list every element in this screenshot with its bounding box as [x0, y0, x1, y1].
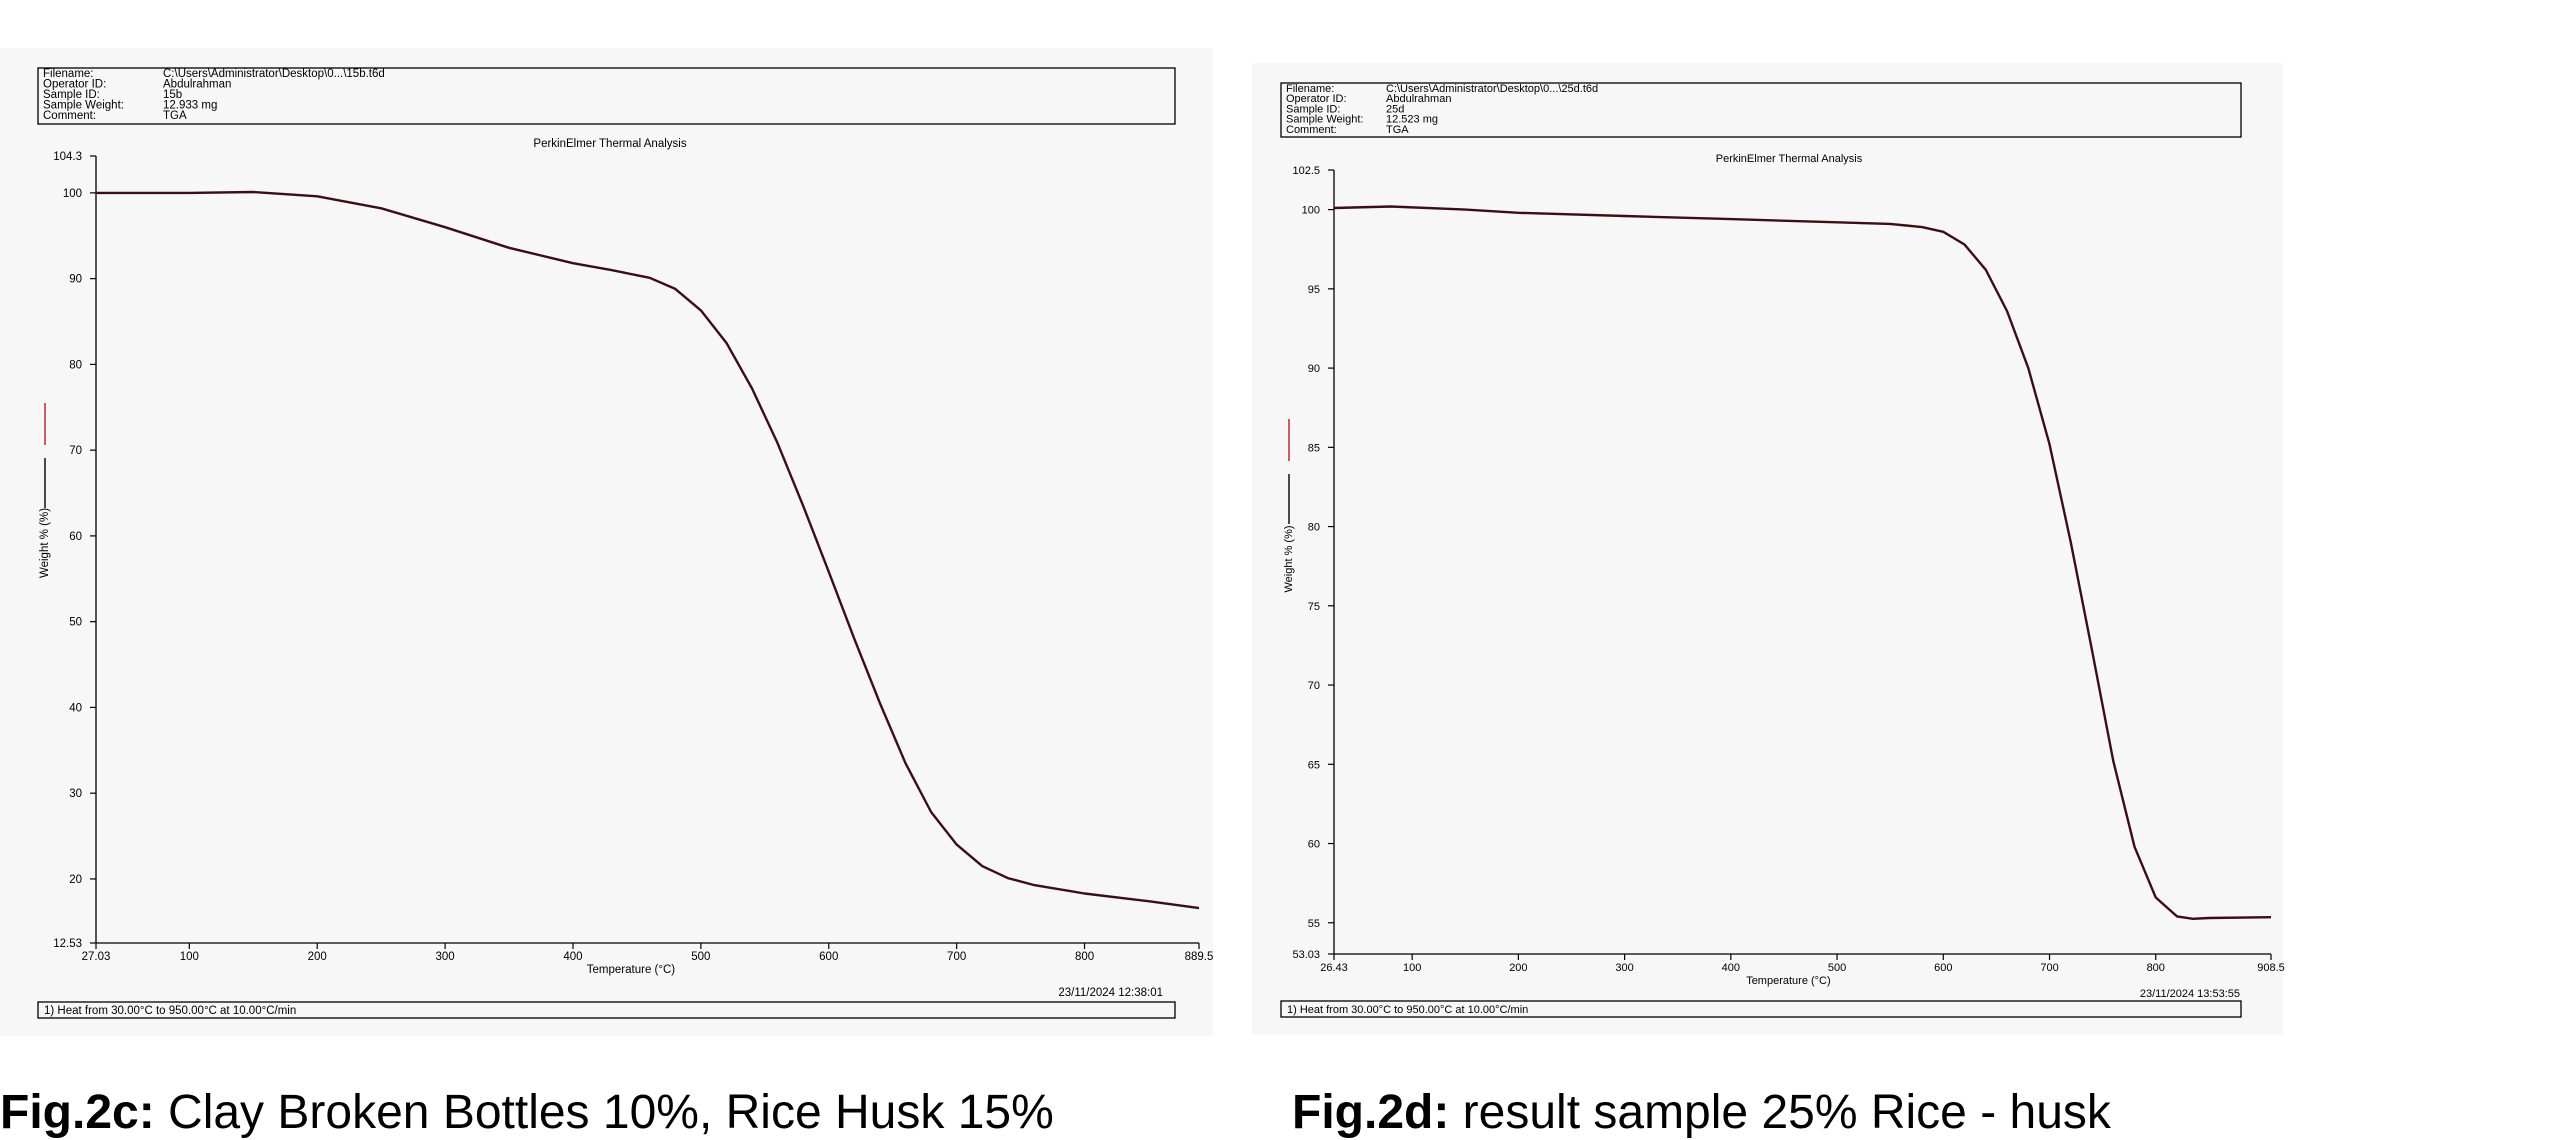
x-axis-label: Temperature (°C) [1746, 975, 1830, 987]
method-box [1280, 1000, 2242, 1018]
info-key: Sample ID: [1286, 103, 1340, 115]
tga-chart-15b: Filename: C:\Users\Administrator\Desktop\… [37, 67, 1214, 1019]
tga-panel-25d: Filename: C:\Users\Administrator\Desktop\… [1252, 63, 2285, 1034]
y-tick-label: 12.53 [53, 938, 82, 950]
method-text: 1) Heat from 30.00°C to 950.00°C at 10.0… [44, 1005, 296, 1017]
timestamp: 23/11/2024 13:53:55 [2140, 988, 2240, 1000]
y-tick-label: 85 [1308, 442, 1320, 454]
y-tick-label: 55 [1308, 918, 1320, 930]
x-tick-label: 300 [436, 951, 455, 963]
caption-label: Fig.2c: [0, 1086, 155, 1139]
info-value: Abdulrahman [163, 79, 231, 91]
y-tick-label: 100 [1302, 205, 1320, 217]
x-tick-label: 300 [1615, 962, 1633, 974]
x-tick-label: 400 [1722, 962, 1740, 974]
y-tick-label: 40 [69, 702, 82, 714]
y-axis-label: Weight % (%) [39, 508, 51, 578]
y-tick-label: 90 [1308, 363, 1320, 375]
info-key: Sample ID: [43, 89, 100, 101]
info-box [37, 67, 1176, 125]
y-tick-label: 90 [69, 274, 82, 286]
y-tick-label: 75 [1308, 601, 1320, 613]
x-tick-label: 600 [819, 951, 838, 963]
x-tick-label: 500 [691, 951, 710, 963]
x-tick-label: 27.03 [82, 951, 111, 963]
info-value: C:\Users\Administrator\Desktop\0...\15b.… [163, 68, 385, 80]
x-tick-label: 200 [308, 951, 327, 963]
info-key: Sample Weight: [43, 100, 124, 112]
info-key: Filename: [1286, 83, 1334, 95]
y-tick-label: 65 [1308, 759, 1320, 771]
y-tick-label: 100 [63, 188, 82, 200]
method-text: 1) Heat from 30.00°C to 950.00°C at 10.0… [1287, 1004, 1528, 1016]
chart-title: PerkinElmer Thermal Analysis [533, 138, 686, 150]
x-axis-label: Temperature (°C) [587, 964, 675, 976]
x-tick-label: 908.5 [2257, 962, 2285, 974]
x-tick-label: 800 [2147, 962, 2165, 974]
x-tick-label: 200 [1509, 962, 1527, 974]
info-value: 25d [1386, 103, 1404, 115]
tga-curve [1333, 205, 2272, 920]
y-tick-label: 80 [1308, 522, 1320, 534]
info-value: TGA [1386, 124, 1409, 136]
y-tick-label: 80 [69, 359, 82, 371]
info-value: 12.523 mg [1386, 114, 1438, 126]
x-tick-label: 700 [947, 951, 966, 963]
info-value: 12.933 mg [163, 100, 217, 112]
x-tick-label: 889.5 [1185, 951, 1214, 963]
chart-title: PerkinElmer Thermal Analysis [1716, 153, 1863, 165]
info-value: Abdulrahman [1386, 93, 1451, 105]
info-value: C:\Users\Administrator\Desktop\0...\25d.… [1386, 83, 1598, 95]
y-tick-label: 95 [1308, 284, 1320, 296]
method-box [37, 1001, 1176, 1019]
info-key: Comment: [43, 110, 96, 122]
figure-caption-2d: Fig.2d: result sample 25% Rice - husk [1292, 1085, 2111, 1140]
info-key: Sample Weight: [1286, 114, 1363, 126]
timestamp: 23/11/2024 12:38:01 [1058, 987, 1163, 999]
x-tick-label: 100 [180, 951, 199, 963]
info-key: Comment: [1286, 124, 1337, 136]
x-tick-label: 800 [1075, 951, 1094, 963]
x-tick-label: 700 [2040, 962, 2058, 974]
y-tick-label: 102.5 [1292, 165, 1320, 177]
y-tick-label: 50 [69, 617, 82, 629]
x-tick-label: 400 [563, 951, 582, 963]
y-tick-label: 30 [69, 788, 82, 800]
y-tick-label: 20 [69, 874, 82, 886]
x-tick-label: 100 [1403, 962, 1421, 974]
y-axis-label: Weight % (%) [1283, 525, 1295, 592]
info-value: TGA [163, 110, 187, 122]
caption-label: Fig.2d: [1292, 1086, 1450, 1139]
tga-curve [96, 190, 1200, 910]
info-key: Filename: [43, 68, 94, 80]
y-tick-label: 60 [69, 531, 82, 543]
figure-caption-2c: Fig.2c: Clay Broken Bottles 10%, Rice Hu… [0, 1085, 1054, 1140]
y-tick-label: 60 [1308, 839, 1320, 851]
info-box [1280, 82, 2242, 138]
caption-text: Clay Broken Bottles 10%, Rice Husk 15% [168, 1086, 1054, 1139]
y-tick-label: 70 [69, 445, 82, 457]
info-value: 15b [163, 89, 182, 101]
y-tick-label: 70 [1308, 680, 1320, 692]
x-tick-label: 26.43 [1320, 962, 1348, 974]
y-tick-label: 104.3 [53, 151, 82, 163]
x-tick-label: 600 [1934, 962, 1952, 974]
tga-panel-15b: Filename: C:\Users\Administrator\Desktop\… [0, 48, 1213, 1036]
y-tick-label: 53.03 [1292, 949, 1320, 961]
x-tick-label: 500 [1828, 962, 1846, 974]
info-key: Operator ID: [1286, 93, 1347, 105]
caption-text: result sample 25% Rice - husk [1462, 1086, 2111, 1139]
info-key: Operator ID: [43, 79, 106, 91]
tga-chart-25d: Filename: C:\Users\Administrator\Desktop\… [1280, 82, 2285, 1018]
